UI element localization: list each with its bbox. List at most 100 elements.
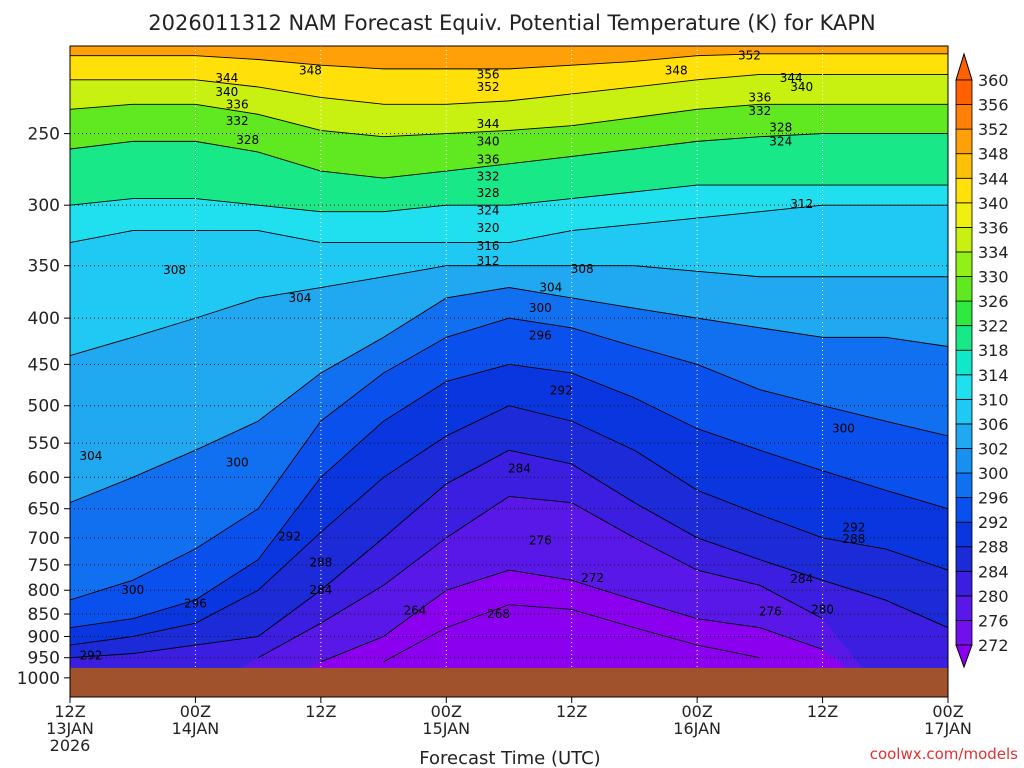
colorbar-swatch: [955, 153, 973, 179]
contour-label: 344: [477, 117, 500, 131]
contour-284: [257, 495, 823, 659]
chart-title: 2026011312 NAM Forecast Equiv. Potential…: [148, 11, 875, 35]
x-tick-label: 13JAN: [46, 719, 94, 738]
contour-label: 356: [477, 67, 500, 81]
colorbar-label: 322: [978, 317, 1009, 336]
colorbar-label: 344: [978, 169, 1009, 188]
colorbar-swatch: [955, 595, 973, 621]
x-tick-label: 12Z: [305, 702, 336, 721]
y-tick-label: 300: [28, 196, 60, 216]
x-tick-label: 14JAN: [172, 719, 220, 738]
contour-label: 316: [477, 239, 500, 253]
colorbar-bottom-arrow: [955, 644, 973, 669]
contour-296: [70, 363, 948, 629]
contour-label: 268: [487, 607, 510, 621]
y-tick-label: 750: [28, 556, 60, 576]
contour-label: 296: [529, 328, 552, 342]
colorbar-swatch: [955, 276, 973, 302]
credit-text: coolwx.com/models: [870, 745, 1018, 763]
contour-304: [70, 287, 948, 504]
contour-312: [70, 204, 948, 244]
colorbar-swatch: [955, 349, 973, 376]
contour-label: 284: [508, 462, 531, 476]
colorbar-label: 356: [978, 96, 1009, 115]
contour-344: [70, 73, 948, 105]
colorbar-label: 334: [978, 243, 1009, 262]
contour-label: 312: [790, 197, 813, 211]
contour-label: 332: [748, 104, 771, 118]
contour-label: 300: [121, 583, 144, 597]
contour-label: 284: [790, 572, 813, 586]
colorbar-top-arrow: [955, 52, 973, 81]
colorbar-swatch: [955, 472, 973, 499]
colorbar-swatch: [955, 300, 973, 327]
colorbar-label: 352: [978, 120, 1009, 139]
contour-label: 288: [842, 532, 865, 546]
contour-label: 300: [529, 301, 552, 315]
contour-label: 332: [226, 114, 249, 128]
contour-label: 336: [477, 152, 500, 166]
contour-label: 264: [403, 603, 426, 617]
contour-label: 304: [79, 449, 102, 463]
colorbar-swatch: [955, 79, 973, 105]
colorbar-swatch: [955, 398, 973, 425]
colorbar-label: 296: [978, 489, 1009, 508]
contour-label: 308: [163, 263, 186, 277]
colorbar-label: 314: [978, 366, 1009, 385]
colorbar-label: 302: [978, 439, 1009, 458]
contour-label: 340: [215, 85, 238, 99]
colorbar-swatch: [955, 128, 973, 155]
contour-label: 300: [832, 422, 855, 436]
colorbar-swatch: [955, 521, 973, 548]
colorbar-label: 292: [978, 513, 1009, 532]
y-tick-label: 800: [28, 581, 60, 601]
x-tick-label: 2026: [50, 736, 91, 755]
x-tick-label: 16JAN: [673, 719, 721, 738]
contour-label: 272: [581, 571, 604, 585]
colorbar-swatch: [955, 497, 973, 523]
contour-352: [70, 53, 948, 70]
colorbar-label: 330: [978, 268, 1009, 287]
x-tick-label: 00Z: [681, 702, 712, 721]
contour-label: 280: [811, 602, 834, 616]
x-tick-label: 00Z: [431, 702, 462, 721]
colorbar-label: 326: [978, 292, 1009, 311]
colorbar-swatch: [955, 104, 973, 130]
contour-label: 348: [299, 64, 322, 78]
x-tick-label: 00Z: [932, 702, 963, 721]
x-tick-label: 00Z: [180, 702, 211, 721]
contour-label: 348: [665, 64, 688, 78]
colorbar-label: 340: [978, 194, 1009, 213]
contour-label: 288: [309, 555, 332, 569]
x-axis-label: Forecast Time (UTC): [419, 748, 600, 768]
contour-336: [70, 103, 948, 138]
contour-label: 292: [842, 521, 865, 535]
contour-label: 304: [539, 281, 562, 295]
colorbar-swatch: [955, 546, 973, 572]
contour-320: [70, 184, 948, 213]
contour-label: 336: [748, 90, 771, 104]
colorbar-swatch: [955, 374, 973, 400]
contour-label: 328: [769, 120, 792, 134]
colorbar-swatch: [955, 570, 973, 597]
colorbar-label: 360: [978, 71, 1009, 90]
x-tick-label: 12Z: [807, 702, 838, 721]
colorbar-swatch: [955, 251, 973, 277]
contour-label: 292: [550, 384, 573, 398]
y-tick-label: 450: [28, 355, 60, 375]
y-tick-label: 350: [28, 257, 60, 277]
contour-328: [70, 133, 948, 179]
colorbar-label: 300: [978, 464, 1009, 483]
y-tick-label: 950: [28, 649, 60, 669]
y-tick-label: 850: [28, 605, 60, 625]
x-tick-label: 12Z: [54, 702, 85, 721]
contour-label: 344: [780, 71, 803, 85]
colorbar-label: 318: [978, 341, 1009, 360]
contour-label: 312: [477, 254, 500, 268]
contour-label: 276: [759, 605, 782, 619]
colorbar-swatch: [955, 226, 973, 253]
colorbar-label: 288: [978, 538, 1009, 557]
